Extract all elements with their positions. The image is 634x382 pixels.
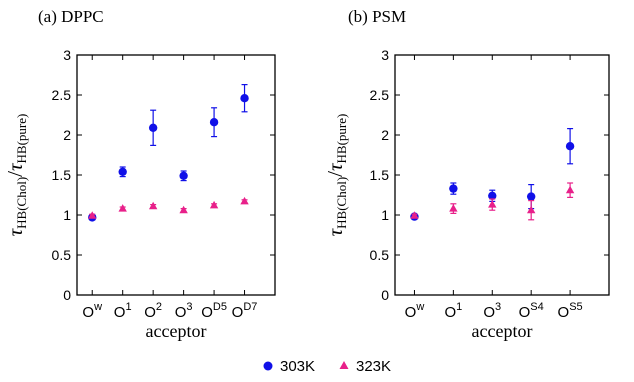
y-tick-label: 0.5	[370, 247, 390, 263]
x-tick-label: OD5	[201, 301, 227, 321]
y-tick-label: 2.5	[52, 87, 72, 103]
legend-label: 323K	[356, 358, 391, 375]
x-tick-label: Ow	[82, 301, 102, 321]
data-point-323k	[565, 185, 575, 194]
data-point-323k	[410, 211, 419, 219]
y-tick-label: 2.5	[370, 87, 390, 103]
legend-marker-323k	[339, 361, 349, 369]
x-tick-label: OS5	[558, 301, 583, 321]
data-point-323k	[449, 204, 458, 212]
y-tick-label: 0.5	[52, 247, 72, 263]
legend-label: 303K	[280, 358, 315, 375]
x-axis-label: acceptor	[472, 321, 533, 341]
x-tick-label: O1	[114, 301, 132, 321]
data-point-323k	[179, 205, 188, 214]
plot-frame	[76, 54, 276, 296]
data-point-323k	[209, 200, 219, 209]
data-point-303k	[240, 94, 249, 103]
y-tick-label: 0	[63, 287, 71, 303]
data-point-303k	[179, 171, 188, 180]
data-point-303k	[118, 167, 127, 176]
legend-marker-303k	[263, 361, 273, 371]
data-point-323k	[488, 200, 497, 208]
y-tick-label: 2	[63, 127, 71, 143]
plot-frame	[394, 54, 610, 296]
data-point-303k	[488, 191, 497, 200]
x-tick-label: OD7	[232, 301, 258, 321]
data-point-303k	[565, 142, 575, 151]
panel-title: (a) DPPC	[38, 7, 104, 26]
y-tick-label: 0	[381, 287, 389, 303]
data-point-323k	[240, 196, 249, 205]
x-tick-label: Ow	[405, 301, 425, 321]
y-axis-label: τHB(Chol)/τHB(pure)	[3, 114, 29, 237]
x-tick-label: O2	[144, 301, 162, 321]
y-tick-label: 3	[63, 47, 71, 63]
y-tick-label: 1	[63, 207, 71, 223]
data-point-303k	[526, 192, 536, 201]
data-point-323k	[526, 205, 536, 214]
data-point-323k	[88, 211, 97, 219]
data-point-303k	[148, 123, 158, 132]
panel-title: (b) PSM	[348, 7, 406, 26]
y-axis-label: τHB(Chol)/τHB(pure)	[323, 114, 349, 237]
x-tick-label: O1	[444, 301, 462, 321]
chart-panel-1: (a) DPPC 0 0.5 1 1.5 2 2.5 3 Ow O1 O2 O3 OD5 OD7 accep…	[3, 7, 276, 341]
x-tick-label: O3	[483, 301, 501, 321]
chart-panel-2: (b) PSM 0 0.5 1 1.5 2 2.5 3 Ow O1 O3 OS4 OS5 acceptor…	[323, 7, 610, 341]
data-point-323k	[148, 201, 158, 210]
x-tick-label: O3	[175, 301, 193, 321]
y-tick-label: 2	[381, 127, 389, 143]
legend: 303K 323K	[263, 358, 391, 375]
x-axis-label: acceptor	[146, 321, 207, 341]
data-point-303k	[209, 118, 219, 127]
y-tick-label: 1.5	[52, 167, 72, 183]
y-tick-label: 1	[381, 207, 389, 223]
data-point-323k	[118, 204, 127, 212]
y-tick-label: 1.5	[370, 167, 390, 183]
data-point-303k	[449, 184, 458, 193]
x-tick-label: OS4	[519, 301, 544, 321]
y-tick-label: 3	[381, 47, 389, 63]
